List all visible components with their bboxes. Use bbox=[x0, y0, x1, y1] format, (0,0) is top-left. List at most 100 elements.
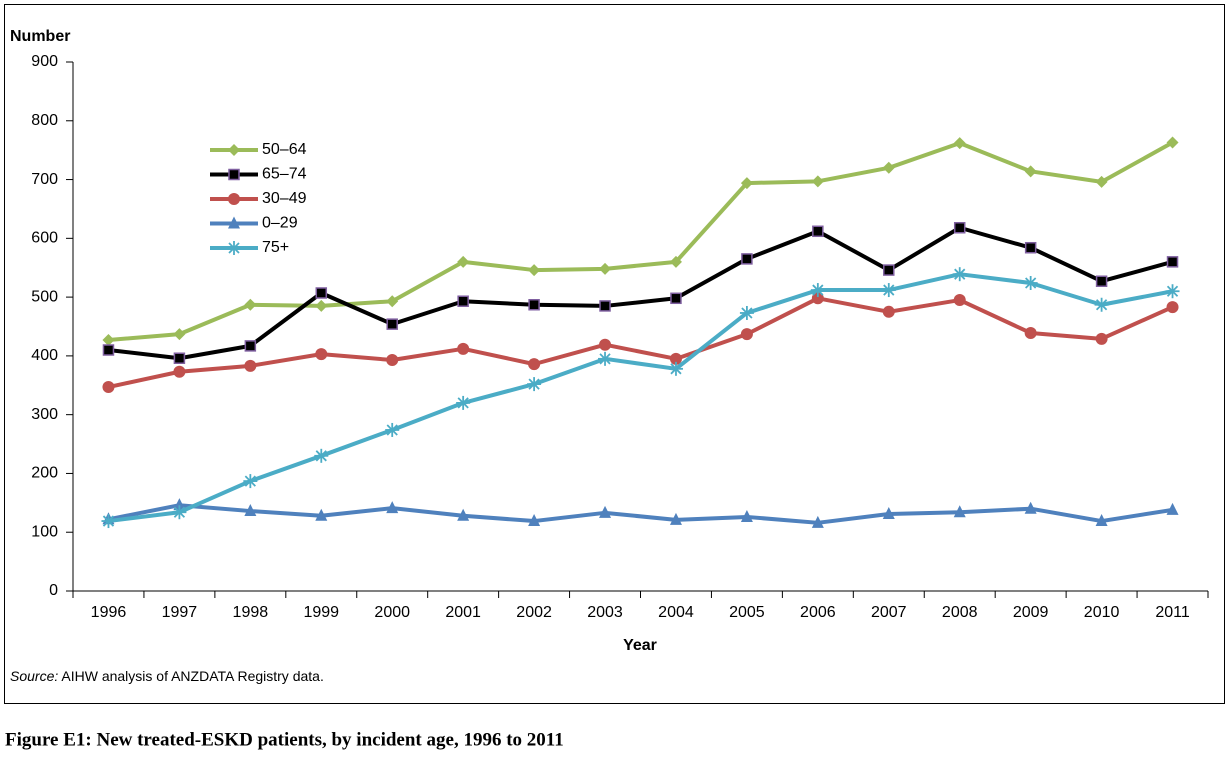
marker bbox=[1095, 275, 1108, 287]
marker-stroke bbox=[1025, 277, 1037, 289]
marker-stroke bbox=[741, 307, 753, 319]
series-line bbox=[108, 225, 1174, 361]
marker bbox=[952, 267, 967, 282]
marker bbox=[740, 177, 753, 190]
y-tick-label: 900 bbox=[31, 53, 58, 70]
marker bbox=[386, 354, 399, 367]
marker bbox=[599, 262, 612, 275]
marker bbox=[953, 222, 966, 234]
marker-stroke bbox=[812, 284, 824, 296]
x-tick-label: 1998 bbox=[233, 604, 269, 621]
x-tick-label: 2000 bbox=[374, 604, 410, 621]
marker bbox=[457, 342, 470, 355]
x-tick-label: 2001 bbox=[445, 604, 481, 621]
source-label: Source: bbox=[10, 668, 58, 684]
marker bbox=[173, 498, 186, 511]
legend-label: 50–64 bbox=[262, 141, 307, 158]
marker bbox=[1095, 514, 1108, 527]
marker bbox=[810, 283, 825, 298]
marker-stroke bbox=[457, 397, 469, 409]
y-tick-label: 400 bbox=[31, 347, 58, 364]
legend-label: 75+ bbox=[262, 239, 289, 256]
source-text: AIHW analysis of ANZDATA Registry data. bbox=[61, 668, 323, 684]
series-line bbox=[108, 296, 1174, 389]
marker-stroke bbox=[954, 268, 966, 280]
marker bbox=[669, 255, 682, 268]
marker-stroke bbox=[315, 450, 327, 462]
marker bbox=[953, 505, 966, 518]
marker bbox=[1024, 501, 1037, 514]
x-tick-label: 2006 bbox=[800, 604, 836, 621]
marker bbox=[882, 161, 895, 174]
marker bbox=[528, 299, 540, 311]
marker-stroke bbox=[883, 284, 895, 296]
marker-stroke bbox=[244, 475, 256, 487]
y-tick-label: 500 bbox=[31, 288, 58, 305]
x-tick-label: 2011 bbox=[1155, 604, 1190, 621]
marker-stroke bbox=[599, 353, 611, 365]
series-line bbox=[108, 272, 1173, 524]
marker-stroke bbox=[1166, 285, 1179, 297]
marker bbox=[172, 505, 187, 520]
marker bbox=[811, 515, 824, 528]
marker bbox=[811, 292, 824, 305]
marker bbox=[102, 381, 115, 394]
marker bbox=[457, 508, 470, 521]
marker bbox=[1166, 136, 1179, 149]
marker bbox=[102, 344, 115, 356]
marker bbox=[670, 292, 682, 305]
marker bbox=[881, 283, 896, 298]
marker bbox=[315, 348, 328, 361]
figure-caption: Figure E1: New treated-ESKD patients, by… bbox=[5, 729, 564, 750]
marker bbox=[173, 352, 186, 364]
marker bbox=[528, 514, 541, 527]
legend-label: 65–74 bbox=[262, 166, 307, 183]
marker bbox=[173, 328, 186, 341]
marker bbox=[227, 241, 241, 255]
marker bbox=[527, 377, 542, 392]
marker bbox=[812, 225, 824, 238]
marker bbox=[1024, 241, 1037, 254]
marker-stroke bbox=[102, 515, 115, 527]
legend-label: 0–29 bbox=[262, 215, 298, 232]
frame bbox=[4, 4, 1225, 704]
x-tick-label: 2009 bbox=[1013, 604, 1049, 621]
marker bbox=[1024, 326, 1037, 339]
marker bbox=[228, 193, 240, 205]
x-tick-label: 2004 bbox=[658, 604, 694, 621]
marker bbox=[882, 305, 895, 318]
marker bbox=[740, 328, 753, 341]
marker bbox=[1166, 502, 1179, 515]
marker bbox=[528, 358, 541, 371]
marker bbox=[599, 338, 612, 351]
x-tick-label: 1997 bbox=[162, 604, 198, 621]
x-tick-label: 2002 bbox=[516, 604, 552, 621]
marker bbox=[101, 514, 116, 529]
marker bbox=[669, 352, 682, 365]
marker bbox=[102, 334, 115, 347]
marker bbox=[386, 501, 399, 514]
marker bbox=[1095, 175, 1108, 188]
x-axis-label: Year bbox=[623, 637, 657, 654]
marker bbox=[315, 508, 328, 521]
x-tick-label: 2005 bbox=[729, 604, 765, 621]
marker-stroke bbox=[228, 242, 240, 254]
marker bbox=[386, 295, 399, 308]
marker bbox=[598, 351, 613, 366]
marker bbox=[599, 300, 611, 312]
marker bbox=[1023, 276, 1038, 291]
x-tick-label: 1999 bbox=[303, 604, 339, 621]
y-tick-label: 800 bbox=[31, 112, 58, 129]
marker bbox=[228, 144, 240, 156]
y-tick-label: 600 bbox=[31, 230, 58, 247]
marker bbox=[457, 295, 469, 307]
marker bbox=[1166, 256, 1179, 268]
y-tick-label: 700 bbox=[31, 171, 58, 188]
marker-stroke bbox=[1095, 299, 1108, 311]
marker bbox=[173, 365, 186, 378]
marker bbox=[1024, 165, 1037, 178]
y-tick-label: 0 bbox=[49, 582, 58, 599]
marker-stroke bbox=[173, 506, 186, 518]
marker-stroke bbox=[670, 363, 682, 375]
x-tick-label: 2007 bbox=[871, 604, 907, 621]
